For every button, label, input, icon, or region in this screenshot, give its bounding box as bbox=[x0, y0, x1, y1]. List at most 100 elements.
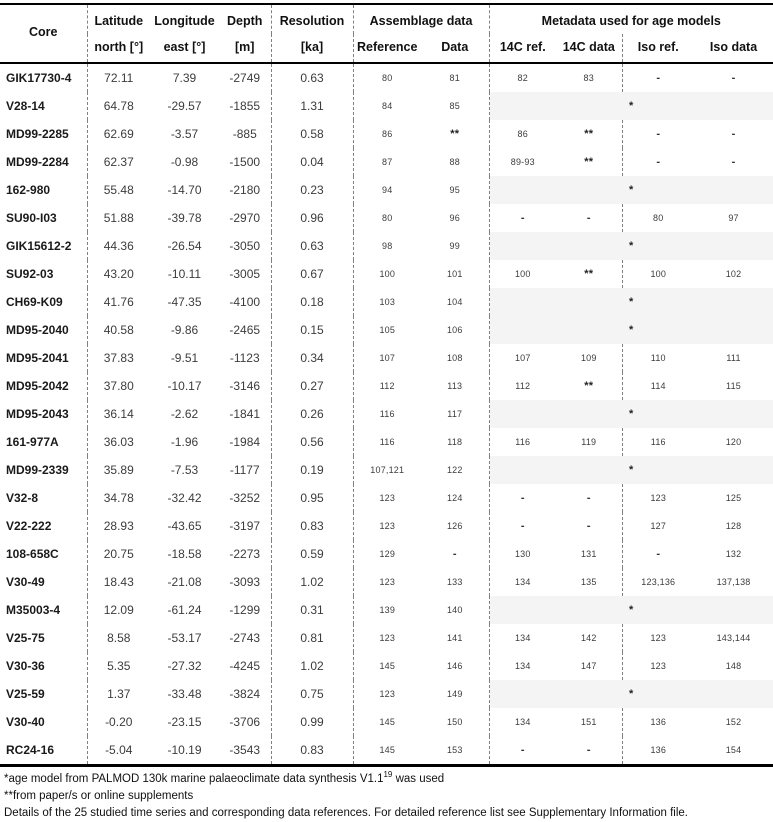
header-group-metadata: Metadata used for age models bbox=[488, 4, 773, 34]
assemblage-reference-cell: 107,121 bbox=[352, 456, 421, 484]
depth-cell: -4100 bbox=[229, 295, 261, 309]
latitude-cell: 8.58 bbox=[86, 624, 150, 652]
resolution-cell: 0.58 bbox=[270, 120, 353, 148]
latitude-cell: 55.48 bbox=[86, 176, 150, 204]
resolution-cell: 0.67 bbox=[270, 260, 353, 288]
table-row: CH69-K09 41.76 -47.35 -4100 0.18 103 104 * bbox=[0, 288, 773, 316]
c14-data-cell: 109 bbox=[580, 353, 597, 363]
table-row: V25-59 1.37 -33.48 -3824 0.75 123 149 * bbox=[0, 680, 773, 708]
latitude-cell: 20.75 bbox=[86, 540, 150, 568]
c14-data-cell: 142 bbox=[580, 633, 597, 643]
header-depth-unit: [m] bbox=[235, 39, 255, 54]
core-cell: GIK15612-2 bbox=[6, 239, 72, 253]
c14-ref-cell: 116 bbox=[488, 428, 557, 456]
iso-data-cell: 154 bbox=[725, 745, 742, 755]
table-row: V30-40 -0.20 -23.15 -3706 0.99 145 150 134 151 13… bbox=[0, 708, 773, 736]
latitude-cell: 64.78 bbox=[86, 92, 150, 120]
resolution-cell: 0.95 bbox=[270, 484, 353, 512]
core-cell: MD95-2040 bbox=[6, 323, 69, 337]
assemblage-data-cell: 106 bbox=[446, 325, 463, 335]
age-model-merged-cell: * bbox=[488, 400, 773, 428]
table-row: 108-658C 20.75 -18.58 -2273 0.59 129 - 130 131 - 1… bbox=[0, 540, 773, 568]
age-model-merged-cell: * bbox=[488, 92, 773, 120]
depth-cell: -2180 bbox=[229, 183, 261, 197]
longitude-cell: -23.15 bbox=[167, 715, 202, 729]
header-c14-data: 14C data bbox=[562, 39, 615, 54]
assemblage-data-cell: 99 bbox=[449, 241, 460, 251]
header-latitude: Latitude bbox=[86, 4, 150, 34]
age-model-merged-cell: * bbox=[488, 316, 773, 344]
footnote-supplements: **from paper/s or online supplements bbox=[4, 790, 194, 802]
assemblage-reference-cell: 98 bbox=[352, 232, 421, 260]
depth-cell: -2749 bbox=[229, 71, 261, 85]
longitude-cell: -1.96 bbox=[170, 435, 199, 449]
longitude-cell: -61.24 bbox=[167, 603, 202, 617]
iso-ref-cell: 127 bbox=[621, 512, 695, 540]
resolution-cell: 0.27 bbox=[270, 372, 353, 400]
c14-data-cell: 83 bbox=[583, 73, 594, 83]
longitude-cell: -47.35 bbox=[167, 295, 202, 309]
iso-ref-cell: - bbox=[621, 63, 695, 92]
c14-data-cell: - bbox=[586, 492, 591, 504]
c14-ref-cell: - bbox=[488, 204, 557, 232]
depth-cell: -2970 bbox=[229, 211, 261, 225]
depth-cell: -3146 bbox=[229, 379, 261, 393]
header-depth: Depth bbox=[227, 14, 263, 28]
core-cell: MD95-2042 bbox=[6, 379, 69, 393]
assemblage-reference-cell: 123 bbox=[352, 484, 421, 512]
assemblage-reference-cell: 80 bbox=[352, 63, 421, 92]
iso-data-cell: 125 bbox=[725, 493, 742, 503]
c14-data-cell: ** bbox=[584, 380, 594, 392]
longitude-cell: -53.17 bbox=[167, 631, 202, 645]
iso-ref-cell: 80 bbox=[621, 204, 695, 232]
resolution-cell: 0.26 bbox=[270, 400, 353, 428]
assemblage-reference-cell: 145 bbox=[352, 736, 421, 766]
longitude-cell: -10.19 bbox=[167, 743, 202, 757]
iso-ref-cell: 123 bbox=[621, 624, 695, 652]
longitude-cell: 7.39 bbox=[172, 71, 197, 85]
iso-ref-cell: 123,136 bbox=[621, 568, 695, 596]
table-row: M35003-4 12.09 -61.24 -1299 0.31 139 140 * bbox=[0, 596, 773, 624]
core-cell: CH69-K09 bbox=[6, 295, 63, 309]
iso-data-cell: 115 bbox=[726, 381, 741, 391]
iso-ref-cell: 123 bbox=[621, 484, 695, 512]
assemblage-data-cell: 133 bbox=[446, 577, 463, 587]
c14-ref-cell: 134 bbox=[488, 568, 557, 596]
latitude-cell: 35.89 bbox=[86, 456, 150, 484]
latitude-cell: 36.14 bbox=[86, 400, 150, 428]
assemblage-data-cell: 113 bbox=[447, 381, 463, 391]
latitude-cell: 41.76 bbox=[86, 288, 150, 316]
depth-cell: -3543 bbox=[229, 743, 261, 757]
longitude-cell: -33.48 bbox=[167, 687, 202, 701]
header-assemblage-data: Data bbox=[441, 39, 469, 54]
c14-ref-cell: 82 bbox=[488, 63, 557, 92]
iso-data-cell: 137,138 bbox=[716, 577, 751, 587]
latitude-cell: 18.43 bbox=[86, 568, 150, 596]
longitude-cell: -10.11 bbox=[167, 267, 202, 281]
iso-data-cell: 148 bbox=[725, 661, 742, 671]
resolution-cell: 0.96 bbox=[270, 204, 353, 232]
c14-data-cell: 131 bbox=[580, 549, 597, 559]
assemblage-data-cell: 81 bbox=[449, 73, 460, 83]
core-cell: MD95-2041 bbox=[6, 351, 69, 365]
resolution-cell: 0.19 bbox=[270, 456, 353, 484]
latitude-cell: -0.20 bbox=[86, 708, 150, 736]
assemblage-reference-cell: 112 bbox=[352, 372, 421, 400]
depth-cell: -1299 bbox=[229, 603, 261, 617]
c14-ref-cell: 130 bbox=[488, 540, 557, 568]
c14-data-cell: 119 bbox=[581, 437, 597, 447]
core-cell: 162-980 bbox=[6, 183, 51, 197]
table-row: MD95-2043 36.14 -2.62 -1841 0.26 116 117 * bbox=[0, 400, 773, 428]
table-row: MD99-2339 35.89 -7.53 -1177 0.19 107,121 122 * bbox=[0, 456, 773, 484]
age-model-merged-cell: * bbox=[488, 596, 773, 624]
resolution-cell: 0.63 bbox=[270, 63, 353, 92]
assemblage-reference-cell: 145 bbox=[352, 708, 421, 736]
header-resolution: Resolution bbox=[270, 4, 353, 34]
depth-cell: -3050 bbox=[229, 239, 261, 253]
table-row: SU90-I03 51.88 -39.78 -2970 0.96 80 96- -80 97 bbox=[0, 204, 773, 232]
depth-cell: -2465 bbox=[229, 323, 261, 337]
table-body: GIK17730-4 72.11 7.39 -2749 0.63 80 81 82 83- - V2… bbox=[0, 63, 773, 766]
c14-data-cell: 135 bbox=[580, 577, 597, 587]
c14-ref-cell: - bbox=[488, 736, 557, 766]
c14-ref-cell: 112 bbox=[488, 372, 557, 400]
